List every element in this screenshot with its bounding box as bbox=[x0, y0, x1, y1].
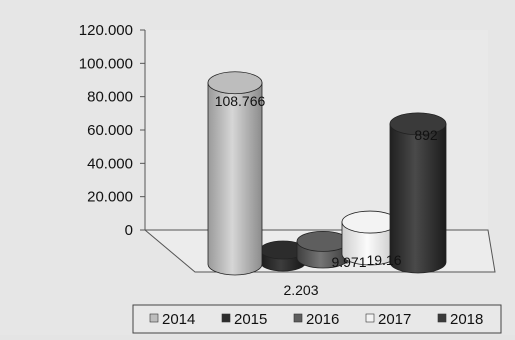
legend-swatch-2017 bbox=[365, 313, 375, 323]
y-tick-label: 0 bbox=[125, 222, 133, 239]
bar-2018 bbox=[389, 112, 447, 274]
legend-label-2014: 2014 bbox=[162, 311, 195, 328]
cylinder-body bbox=[207, 82, 263, 276]
bar-2017 bbox=[341, 210, 399, 266]
y-tick-label: 20.000 bbox=[87, 189, 133, 206]
data-label-2017: 19.16 bbox=[366, 252, 401, 268]
data-labels: 108.766 2.203 9.971 19.16 892 bbox=[215, 93, 438, 298]
y-tick-label: 120.000 bbox=[79, 22, 133, 39]
legend: 2014 2015 2016 2017 2018 bbox=[132, 304, 502, 334]
legend-swatch-2018 bbox=[437, 313, 447, 323]
y-tick-label: 60.000 bbox=[87, 122, 133, 139]
legend-label-2016: 2016 bbox=[306, 311, 339, 328]
y-tick-label: 100.000 bbox=[79, 55, 133, 72]
data-label-2014: 108.766 bbox=[215, 93, 266, 109]
y-tick-label: 40.000 bbox=[87, 155, 133, 172]
data-label-2016: 9.971 bbox=[331, 254, 366, 270]
bar-2014 bbox=[207, 71, 263, 276]
bars bbox=[207, 71, 447, 276]
legend-label-2015: 2015 bbox=[234, 311, 267, 328]
y-axis-ticks: 0 20.000 40.000 60.000 80.000 100.000 120.000 bbox=[79, 22, 145, 239]
data-label-2018: 892 bbox=[414, 127, 438, 143]
cylinder-top bbox=[389, 112, 447, 136]
cylinder-top bbox=[296, 230, 350, 252]
data-label-2015: 2.203 bbox=[283, 282, 318, 298]
legend-label-2018: 2018 bbox=[450, 311, 483, 328]
cylinder-top bbox=[207, 71, 263, 95]
legend-swatch-2014 bbox=[149, 313, 159, 323]
bar-2015 bbox=[259, 240, 307, 272]
legend-swatch-2016 bbox=[293, 313, 303, 323]
cylinder-body bbox=[389, 123, 447, 274]
legend-swatch-2015 bbox=[221, 313, 231, 323]
y-tick-label: 80.000 bbox=[87, 89, 133, 106]
legend-label-2017: 2017 bbox=[378, 311, 411, 328]
